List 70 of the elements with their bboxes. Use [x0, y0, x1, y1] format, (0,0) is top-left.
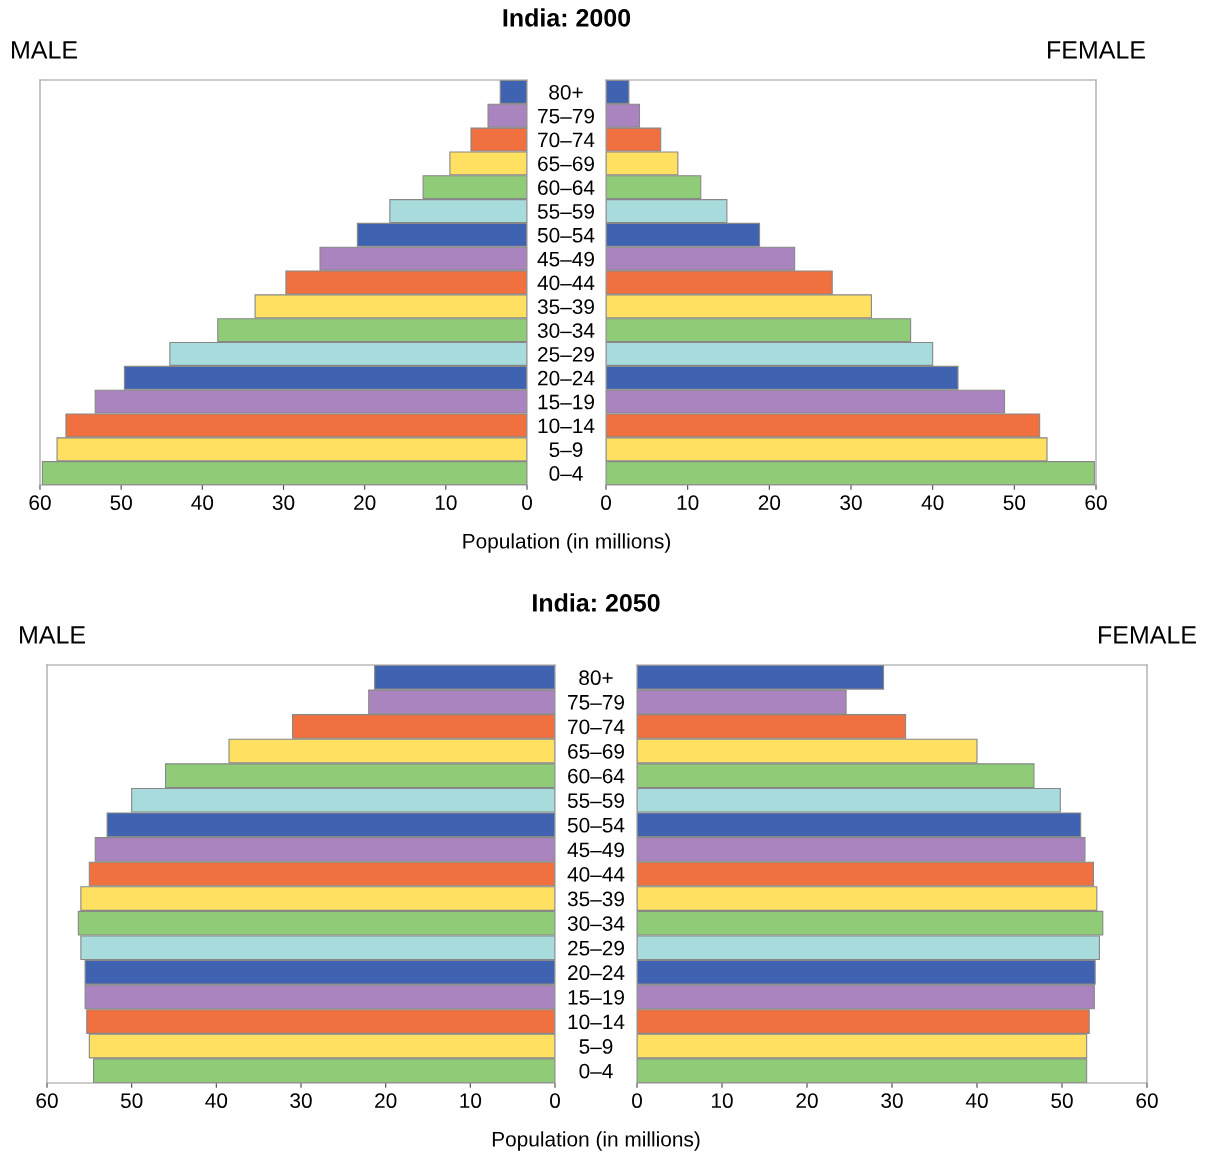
y-tick-label: 10–14	[568, 1014, 625, 1030]
y-tick-label: 50–54	[537, 227, 595, 243]
x-tick-label: 30	[881, 1093, 903, 1109]
y-tick-label: 50–54	[567, 817, 625, 833]
y-tick-label: 55–59	[567, 793, 624, 808]
x-tick-label: 10	[435, 495, 457, 511]
x-tick-label: 30	[272, 495, 295, 511]
y-tick-label: 60–64	[538, 180, 595, 195]
chart-title: MALE	[20, 626, 86, 644]
x-tick-label: 10	[460, 1093, 482, 1109]
x-tick-label: 60	[1136, 1093, 1158, 1109]
y-tick-label: 45–49	[567, 842, 624, 858]
x-tick-label: 40	[205, 1093, 228, 1109]
x-tick-label: 40	[965, 1093, 988, 1109]
y-tick-label: 65–69	[568, 744, 624, 759]
y-tick-label: 20–24	[568, 965, 625, 981]
y-tick-label: 25–29	[538, 346, 594, 362]
y-tick-label: 5–9	[549, 442, 583, 458]
x-tick-label: 30	[290, 1093, 312, 1109]
x-tick-label: 20	[796, 1093, 818, 1109]
chart-title: MALE	[12, 41, 78, 59]
x-tick-label: 60	[1085, 495, 1107, 511]
x-tick-label: 0	[632, 1093, 642, 1109]
x-tick-label: 50	[1003, 495, 1026, 511]
x-tick-label: 0	[522, 495, 532, 511]
x-tick-label: 20	[354, 495, 376, 511]
text: India: 2050	[533, 593, 660, 612]
y-tick-label: 70–74	[568, 719, 625, 735]
y-tick-label: 75–79	[538, 108, 594, 124]
y-tick-label: 10–14	[538, 418, 595, 434]
chart-title: FEMALE	[1048, 41, 1145, 59]
y-tick-label: 20–24	[538, 370, 595, 386]
x-tick-label: 10	[712, 1093, 733, 1109]
x-tick-label: 10	[677, 495, 699, 511]
y-tick-label: 65–69	[538, 156, 594, 172]
x-tick-label: 40	[191, 495, 214, 511]
x-tick-label: 30	[840, 495, 862, 511]
x-tick-label: 0	[550, 1093, 560, 1109]
text: India: 2000	[503, 8, 631, 27]
x-tick-label: 0	[601, 495, 611, 511]
y-tick-label: 0–4	[549, 466, 583, 481]
y-tick-label: 55–59	[537, 204, 594, 219]
x-tick-label: 50	[120, 1093, 143, 1109]
y-tick-label: 5–9	[579, 1039, 613, 1054]
y-tick-label: 35–39	[537, 299, 594, 315]
x-axis-title: Population (in millions)	[492, 1131, 700, 1151]
y-tick-label: 35–39	[567, 891, 624, 907]
y-tick-label: 70–74	[538, 132, 595, 148]
y-tick-label: 0–4	[579, 1063, 613, 1079]
y-tick-label: 75–79	[568, 694, 624, 710]
y-tick-label: 40–44	[537, 275, 595, 291]
x-tick-label: 60	[36, 1093, 58, 1109]
y-tick-label: 15–19	[568, 989, 624, 1005]
y-tick-label: 60–64	[568, 768, 625, 784]
y-tick-label: 45–49	[537, 251, 594, 267]
x-tick-label: 50	[110, 495, 132, 511]
y-tick-label: 25–29	[568, 940, 624, 956]
x-tick-label: 60	[29, 495, 51, 511]
chart-title: FEMALE	[1099, 626, 1196, 644]
y-tick-label: 15–19	[538, 394, 594, 410]
y-tick-label: 80+	[549, 84, 583, 100]
y-tick-label: 40–44	[567, 867, 625, 882]
x-tick-label: 20	[375, 1093, 397, 1109]
x-axis-title: Population (in millions)	[463, 533, 670, 553]
x-tick-label: 50	[1051, 1093, 1073, 1109]
x-tick-label: 20	[758, 495, 781, 511]
y-tick-label: 80+	[579, 670, 613, 686]
y-tick-label: 30–34	[537, 323, 595, 338]
y-tick-label: 30–34	[567, 916, 625, 931]
x-tick-label: 40	[921, 495, 944, 511]
